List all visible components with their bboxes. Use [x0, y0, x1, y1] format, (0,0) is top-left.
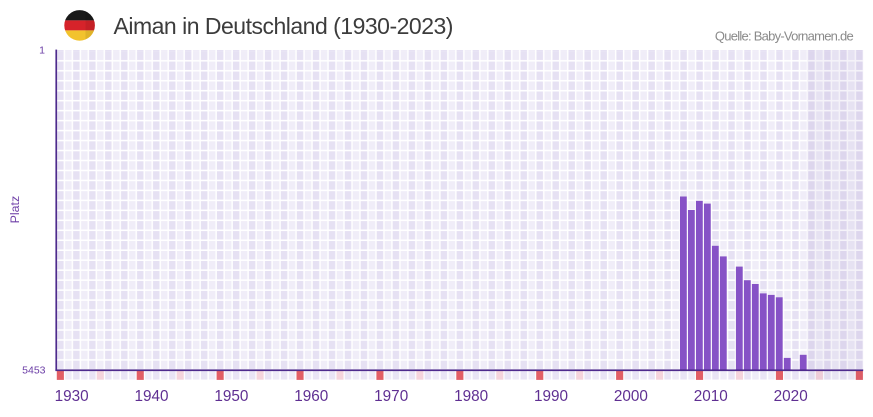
svg-text:Quelle: Baby-Vornamen.de: Quelle: Baby-Vornamen.de	[715, 29, 854, 44]
svg-text:5453: 5453	[22, 364, 46, 376]
svg-text:1950: 1950	[214, 388, 248, 405]
svg-text:1: 1	[39, 45, 45, 57]
svg-text:1990: 1990	[534, 388, 568, 405]
svg-text:Aiman in Deutschland (1930-202: Aiman in Deutschland (1930-2023)	[114, 13, 453, 39]
svg-text:1980: 1980	[454, 388, 488, 405]
svg-text:1970: 1970	[374, 388, 408, 405]
svg-text:1960: 1960	[294, 388, 328, 405]
svg-text:2000: 2000	[614, 388, 648, 405]
svg-text:2010: 2010	[694, 388, 728, 405]
svg-text:1940: 1940	[134, 388, 168, 405]
svg-text:Platz: Platz	[8, 196, 22, 224]
svg-text:2020: 2020	[774, 388, 808, 405]
svg-text:1930: 1930	[55, 388, 89, 405]
